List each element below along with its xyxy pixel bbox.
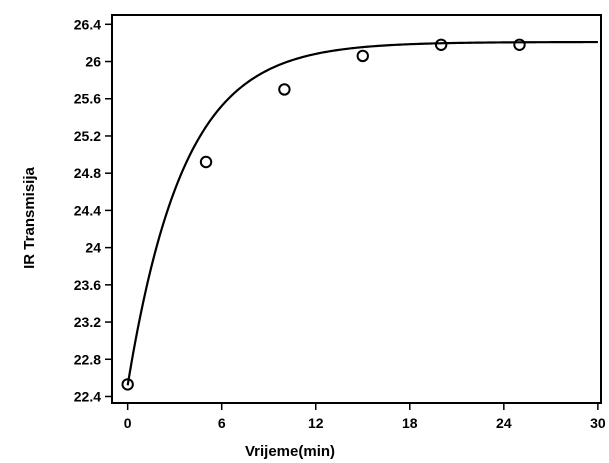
data-point	[356, 49, 369, 63]
y-tick-label: 24.8	[74, 165, 101, 181]
x-axis-ticks: 0 6 12 18 24 30	[124, 403, 606, 431]
x-tick-label: 12	[308, 415, 324, 431]
plot-area-frame	[111, 14, 602, 404]
y-tick-label: 22.4	[74, 388, 101, 404]
x-tick-label: 6	[218, 415, 226, 431]
x-tick-label: 0	[124, 415, 132, 431]
y-tick-label: 24.4	[74, 202, 101, 218]
data-point	[199, 155, 213, 169]
y-tick-label: 24	[85, 240, 101, 256]
data-point	[434, 38, 448, 51]
x-tick-label: 24	[496, 415, 512, 431]
x-axis-title: Vrijeme(min)	[245, 443, 335, 460]
y-tick-label: 26	[85, 54, 101, 70]
data-point	[278, 83, 291, 96]
y-tick-label: 23.2	[74, 314, 101, 330]
y-axis-title: IR Transmisija	[21, 166, 38, 268]
data-points	[121, 38, 526, 391]
x-tick-label: 30	[590, 415, 606, 431]
y-tick-label: 22.8	[74, 351, 101, 367]
data-point	[513, 38, 526, 51]
y-tick-label: 25.6	[74, 91, 101, 107]
y-tick-label: 26.4	[74, 16, 101, 32]
y-axis-ticks: 22.4 22.8 23.2 23.6 24 24.4 24.8 25.2 25.6 26 26.4	[74, 16, 112, 404]
fit-curve	[126, 40, 598, 386]
y-tick-label: 23.6	[74, 277, 101, 293]
data-point	[121, 378, 134, 391]
x-tick-label: 18	[402, 415, 418, 431]
y-tick-label: 25.2	[74, 128, 101, 144]
